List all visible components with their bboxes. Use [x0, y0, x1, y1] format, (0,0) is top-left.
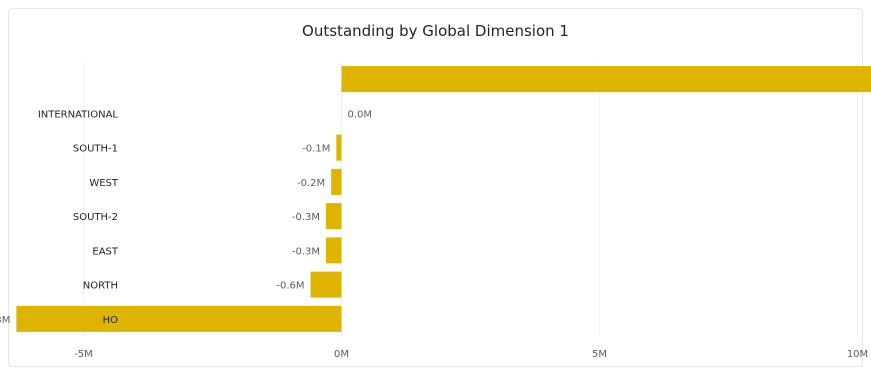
- data-label: -0.3M: [292, 246, 320, 257]
- x-tick-label: 10M: [847, 349, 868, 360]
- x-tick-label: 5M: [592, 349, 607, 360]
- data-label: -0.3M: [292, 212, 320, 223]
- bar: [341, 66, 871, 93]
- category-label: NORTH: [83, 281, 118, 292]
- category-label: EAST: [92, 246, 119, 257]
- bar: [326, 203, 342, 230]
- data-label: -0.1M: [302, 144, 330, 155]
- data-label: 0.0M: [348, 109, 373, 120]
- bar: [331, 168, 342, 195]
- x-tick-label: -5M: [74, 349, 93, 360]
- bar: [336, 134, 342, 161]
- category-label: HO: [103, 315, 119, 326]
- bar: [16, 305, 342, 332]
- bar: [310, 271, 342, 298]
- category-label: SOUTH-2: [73, 212, 118, 223]
- category-label: INTERNATIONAL: [38, 109, 119, 120]
- x-tick-label: 0M: [334, 349, 349, 360]
- category-label: SOUTH-1: [73, 144, 118, 155]
- data-label: -0.6M: [276, 281, 304, 292]
- data-label: -6.3M: [0, 315, 10, 326]
- chart-title: Outstanding by Global Dimension 1: [302, 22, 569, 40]
- category-label: WEST: [89, 178, 119, 189]
- data-label: -0.2M: [297, 178, 325, 189]
- bar: [326, 237, 342, 264]
